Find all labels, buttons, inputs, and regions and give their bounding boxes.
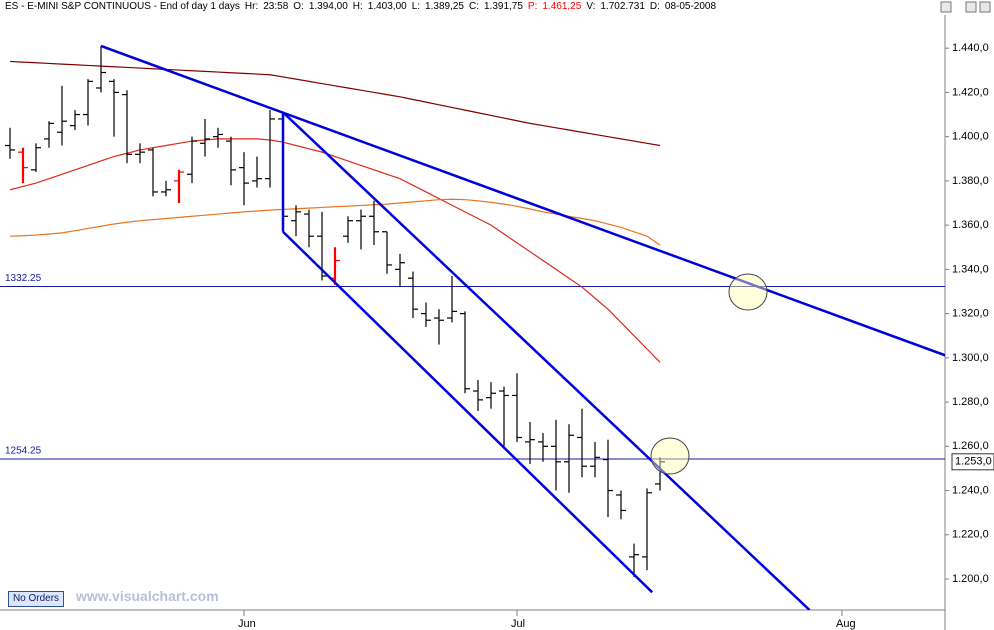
no-orders-button[interactable]: No Orders bbox=[8, 591, 64, 607]
y-tick-label: 1.340,0 bbox=[952, 263, 989, 275]
trend-line bbox=[282, 111, 811, 610]
last-price-label: 1.253,0 bbox=[955, 456, 992, 468]
y-tick-label: 1.260,0 bbox=[952, 440, 989, 452]
y-tick-label: 1.240,0 bbox=[952, 484, 989, 496]
x-tick-label: Aug bbox=[836, 618, 856, 630]
field-value: 08-05-2008 bbox=[664, 1, 717, 12]
highlight-circle bbox=[650, 437, 690, 475]
field-label: L: bbox=[411, 1, 421, 12]
trend-line bbox=[100, 44, 945, 357]
y-tick-label: 1.360,0 bbox=[952, 219, 989, 231]
trend-line bbox=[282, 230, 654, 594]
level-label: 1332.25 bbox=[5, 273, 42, 284]
y-tick-label: 1.200,0 bbox=[952, 573, 989, 585]
y-tick-label: 1.220,0 bbox=[952, 529, 989, 541]
header: ES - E-MINI S&P CONTINUOUS - End of day … bbox=[5, 1, 721, 12]
field-label: V: bbox=[586, 1, 596, 12]
x-tick-label: Jun bbox=[238, 618, 256, 630]
y-tick-label: 1.420,0 bbox=[952, 86, 989, 98]
window-button[interactable] bbox=[979, 1, 991, 13]
field-value: 1.394,00 bbox=[308, 1, 348, 12]
field-value: 1.403,00 bbox=[367, 1, 407, 12]
field-value: 1.702.731 bbox=[600, 1, 645, 12]
last-price-box bbox=[951, 453, 994, 471]
field-label: Hr: bbox=[244, 1, 259, 12]
field-label: C: bbox=[468, 1, 479, 12]
x-tick-label: Jul bbox=[511, 618, 525, 630]
y-tick-label: 1.380,0 bbox=[952, 175, 989, 187]
header-bar bbox=[0, 0, 994, 15]
moving-average bbox=[9, 138, 661, 363]
highlight-circle bbox=[728, 273, 768, 311]
field-value: 1.389,25 bbox=[425, 1, 464, 12]
field-label: D: bbox=[649, 1, 660, 12]
window-button[interactable] bbox=[940, 1, 952, 13]
y-tick-label: 1.280,0 bbox=[952, 396, 989, 408]
field-value: 23:58 bbox=[263, 1, 289, 12]
field-label: O: bbox=[293, 1, 304, 12]
y-tick-label: 1.400,0 bbox=[952, 131, 989, 143]
watermark: www.visualchart.com bbox=[76, 588, 219, 604]
moving-average bbox=[9, 198, 661, 246]
y-tick-label: 1.440,0 bbox=[952, 42, 989, 54]
y-tick-label: 1.320,0 bbox=[952, 308, 989, 320]
field-value: 1.461,25 bbox=[542, 1, 582, 12]
field-label: H: bbox=[352, 1, 363, 12]
level-label: 1254.25 bbox=[5, 446, 42, 457]
axes: 1.200,0 1.220,0 1.240,0 1.260,0 1.280,0 1.300… bbox=[238, 42, 994, 630]
chart-name: ES - E-MINI S&P CONTINUOUS - End of day … bbox=[5, 1, 240, 12]
moving-average bbox=[9, 60, 661, 147]
field-value: 1.391,75 bbox=[483, 1, 523, 12]
y-tick-label: 1.300,0 bbox=[952, 352, 989, 364]
field-label: P: bbox=[527, 1, 538, 12]
window-button[interactable] bbox=[965, 1, 977, 13]
plot-area: 1332.25 1254.25 bbox=[0, 44, 945, 610]
